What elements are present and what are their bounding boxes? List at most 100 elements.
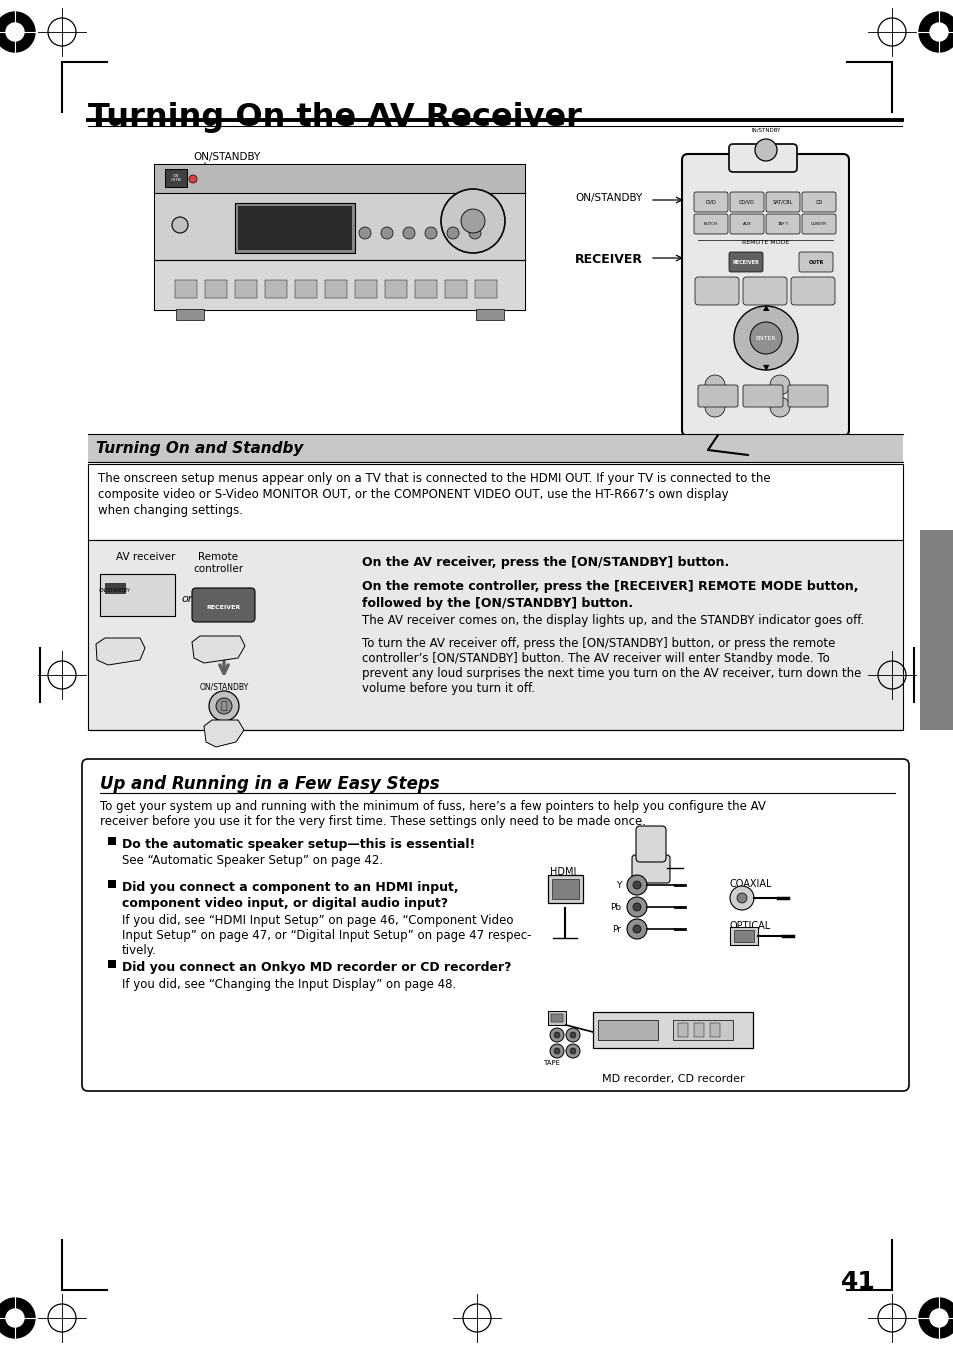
Text: Pr: Pr bbox=[612, 924, 620, 934]
Text: ON
/STB: ON /STB bbox=[171, 174, 181, 182]
Bar bbox=[154, 165, 524, 309]
Text: Did you connect an Onkyo MD recorder or CD recorder?: Did you connect an Onkyo MD recorder or … bbox=[122, 961, 511, 974]
Circle shape bbox=[704, 397, 724, 417]
Text: receiver before you use it for the very first time. These settings only need to : receiver before you use it for the very … bbox=[100, 815, 645, 828]
Bar bbox=[475, 280, 497, 299]
Text: Y: Y bbox=[615, 881, 620, 889]
Bar bbox=[415, 280, 436, 299]
FancyBboxPatch shape bbox=[790, 277, 834, 305]
Circle shape bbox=[737, 893, 746, 902]
Text: MD recorder, CD recorder: MD recorder, CD recorder bbox=[601, 1074, 743, 1084]
FancyBboxPatch shape bbox=[693, 192, 727, 212]
Circle shape bbox=[6, 1309, 24, 1327]
Text: IN/STNDBY: IN/STNDBY bbox=[751, 127, 780, 132]
Text: AV receiver: AV receiver bbox=[116, 553, 175, 562]
Text: RECEIVER: RECEIVER bbox=[207, 605, 241, 611]
FancyBboxPatch shape bbox=[799, 253, 832, 272]
FancyBboxPatch shape bbox=[698, 385, 738, 407]
Text: To turn the AV receiver off, press the [ON/STANDBY] button, or press the remote: To turn the AV receiver off, press the [… bbox=[361, 638, 835, 650]
Text: or: or bbox=[181, 594, 193, 604]
Text: See “Automatic Speaker Setup” on page 42.: See “Automatic Speaker Setup” on page 42… bbox=[122, 854, 383, 867]
Text: ON/STANDBY: ON/STANDBY bbox=[575, 193, 641, 203]
Circle shape bbox=[569, 1032, 576, 1038]
Circle shape bbox=[626, 919, 646, 939]
FancyBboxPatch shape bbox=[728, 145, 796, 172]
Bar bbox=[709, 1023, 720, 1038]
Circle shape bbox=[447, 227, 458, 239]
Text: The AV receiver comes on, the display lights up, and the STANDBY indicator goes : The AV receiver comes on, the display li… bbox=[361, 613, 863, 627]
Bar bbox=[100, 574, 174, 616]
Circle shape bbox=[0, 1298, 35, 1337]
Bar bbox=[154, 193, 524, 259]
Bar bbox=[355, 280, 376, 299]
FancyBboxPatch shape bbox=[801, 192, 835, 212]
Text: If you did, see “HDMI Input Setup” on page 46, “Component Video: If you did, see “HDMI Input Setup” on pa… bbox=[122, 915, 513, 927]
Circle shape bbox=[565, 1044, 579, 1058]
FancyBboxPatch shape bbox=[631, 855, 669, 884]
Bar bbox=[205, 280, 227, 299]
Bar bbox=[88, 463, 902, 540]
Circle shape bbox=[769, 376, 789, 394]
Text: BUTCH: BUTCH bbox=[703, 222, 718, 226]
FancyBboxPatch shape bbox=[729, 213, 763, 234]
Text: Pb: Pb bbox=[609, 902, 620, 912]
Text: component video input, or digital audio input?: component video input, or digital audio … bbox=[122, 897, 448, 911]
Bar bbox=[108, 838, 116, 844]
Circle shape bbox=[704, 376, 724, 394]
Text: SAT/CBL: SAT/CBL bbox=[772, 200, 792, 204]
Text: ENTER: ENTER bbox=[755, 335, 776, 340]
Polygon shape bbox=[96, 638, 145, 665]
FancyBboxPatch shape bbox=[742, 385, 782, 407]
FancyBboxPatch shape bbox=[765, 192, 800, 212]
Text: On the AV receiver, press the [ON/STANDBY] button.: On the AV receiver, press the [ON/STANDB… bbox=[361, 557, 728, 569]
Text: HDMI: HDMI bbox=[550, 867, 576, 877]
Circle shape bbox=[554, 1032, 559, 1038]
Bar bbox=[105, 584, 125, 593]
Bar bbox=[237, 205, 352, 250]
FancyBboxPatch shape bbox=[681, 154, 848, 436]
Circle shape bbox=[0, 12, 35, 51]
Bar bbox=[175, 309, 204, 320]
Polygon shape bbox=[192, 636, 245, 663]
Text: OUTR: OUTR bbox=[807, 259, 822, 265]
FancyBboxPatch shape bbox=[693, 213, 727, 234]
Circle shape bbox=[733, 305, 797, 370]
FancyBboxPatch shape bbox=[82, 759, 908, 1092]
Circle shape bbox=[380, 227, 393, 239]
Text: ON/STANDBY: ON/STANDBY bbox=[99, 588, 131, 593]
Circle shape bbox=[929, 23, 947, 41]
Bar bbox=[154, 259, 524, 309]
Circle shape bbox=[918, 12, 953, 51]
Text: Turning On and Standby: Turning On and Standby bbox=[96, 442, 303, 457]
Bar bbox=[325, 280, 347, 299]
Text: tively.: tively. bbox=[122, 944, 156, 957]
Bar bbox=[88, 540, 902, 730]
Bar bbox=[234, 280, 256, 299]
Bar bbox=[547, 875, 582, 902]
Circle shape bbox=[749, 322, 781, 354]
Bar bbox=[108, 880, 116, 888]
Text: 41: 41 bbox=[840, 1270, 875, 1294]
Bar bbox=[598, 1020, 658, 1040]
Text: ON/STANDBY: ON/STANDBY bbox=[199, 682, 249, 690]
Bar bbox=[265, 280, 287, 299]
Circle shape bbox=[633, 902, 640, 911]
Text: REMOTE MODE: REMOTE MODE bbox=[741, 240, 789, 245]
Bar bbox=[733, 929, 753, 942]
Text: RECEIVER: RECEIVER bbox=[575, 253, 642, 266]
Circle shape bbox=[469, 227, 480, 239]
Circle shape bbox=[550, 1028, 563, 1042]
Text: TAP T: TAP T bbox=[777, 222, 788, 226]
Circle shape bbox=[729, 886, 753, 911]
Circle shape bbox=[6, 23, 24, 41]
Circle shape bbox=[358, 227, 371, 239]
Circle shape bbox=[633, 881, 640, 889]
Text: Up and Running in a Few Easy Steps: Up and Running in a Few Easy Steps bbox=[100, 775, 439, 793]
Text: OPTICAL: OPTICAL bbox=[729, 921, 770, 931]
Text: volume before you turn it off.: volume before you turn it off. bbox=[361, 682, 535, 694]
Bar bbox=[678, 1023, 687, 1038]
Text: CD/VD: CD/VD bbox=[739, 200, 754, 204]
Text: DVD: DVD bbox=[705, 200, 716, 204]
Circle shape bbox=[569, 1048, 576, 1054]
Circle shape bbox=[554, 1048, 559, 1054]
